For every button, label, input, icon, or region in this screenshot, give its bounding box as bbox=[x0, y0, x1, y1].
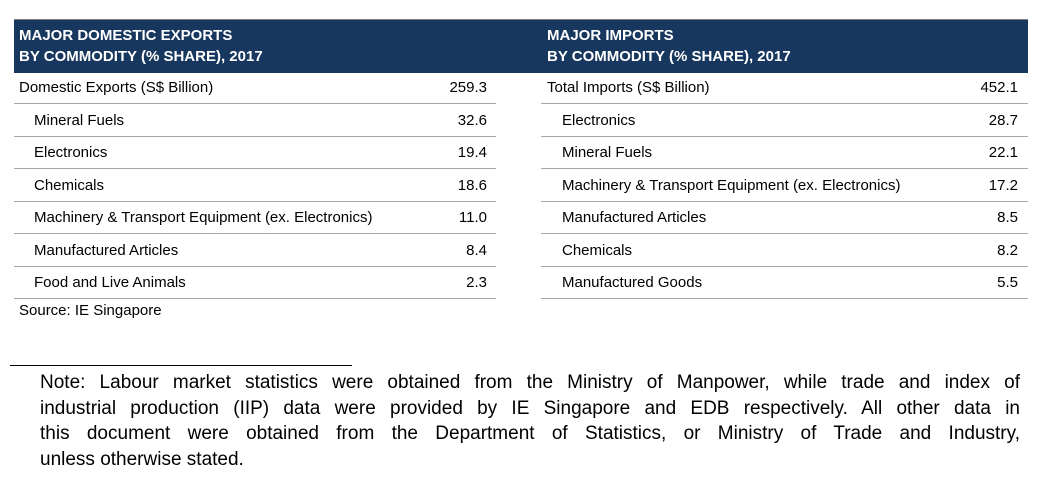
row-value: 28.7 bbox=[988, 111, 1018, 129]
row-label: Chemicals bbox=[34, 176, 105, 194]
row-label: Manufactured Articles bbox=[34, 241, 179, 259]
row-divider bbox=[14, 233, 496, 234]
total-value: 259.3 bbox=[449, 79, 487, 96]
footnote-rule bbox=[10, 365, 352, 366]
source: Source: IE Singapore bbox=[19, 302, 162, 319]
row-value: 11.0 bbox=[458, 209, 487, 226]
table-title: MAJOR DOMESTIC EXPORTS bbox=[19, 27, 233, 44]
table-title: MAJOR IMPORTS bbox=[547, 27, 674, 44]
row-divider bbox=[14, 168, 496, 169]
note-line: Note: Labour market statistics were obta… bbox=[40, 372, 1020, 393]
note-line: industrial production (IIP) data were pr… bbox=[40, 397, 1020, 419]
row-label: Electronics bbox=[34, 144, 108, 161]
row-divider bbox=[14, 135, 496, 137]
row-label: Manufactured Articles bbox=[562, 209, 707, 226]
row-divider bbox=[14, 298, 496, 299]
note-line: unless otherwise stated. bbox=[40, 448, 244, 470]
row-divider bbox=[541, 265, 1028, 267]
row-value: 2.3 bbox=[466, 274, 487, 291]
table-title: BY COMMODITY (% SHARE), 2017 bbox=[547, 48, 791, 65]
row-divider bbox=[541, 135, 1028, 137]
row-value: 18.6 bbox=[457, 176, 487, 194]
note-line: this document were obtained from the Dep… bbox=[40, 423, 1020, 444]
header-band bbox=[14, 19, 1028, 73]
total-value: 452.1 bbox=[980, 79, 1018, 96]
row-label: Manufactured Goods bbox=[562, 274, 703, 291]
row-divider bbox=[541, 168, 1028, 169]
row-divider bbox=[14, 200, 496, 202]
row-label: Chemicals bbox=[562, 241, 633, 259]
row-label: Food and Live Animals bbox=[34, 274, 186, 291]
row-label: Electronics bbox=[562, 111, 636, 129]
row-value: 8.4 bbox=[466, 241, 487, 259]
row-label: Machinery & Transport Equipment (ex. Ele… bbox=[562, 176, 901, 194]
row-label: Mineral Fuels bbox=[562, 144, 653, 161]
row-divider bbox=[541, 233, 1028, 234]
row-value: 8.5 bbox=[997, 209, 1018, 226]
row-divider bbox=[541, 200, 1028, 202]
row-value: 32.6 bbox=[457, 111, 487, 129]
row-value: 5.5 bbox=[997, 274, 1018, 291]
row-value: 22.1 bbox=[988, 144, 1018, 161]
table-title: BY COMMODITY (% SHARE), 2017 bbox=[19, 48, 263, 65]
total-label: Domestic Exports (S$ Billion) bbox=[19, 79, 214, 96]
row-label: Machinery & Transport Equipment (ex. Ele… bbox=[34, 209, 373, 226]
row-divider bbox=[541, 103, 1028, 104]
row-label: Mineral Fuels bbox=[34, 111, 125, 129]
row-divider bbox=[14, 265, 496, 267]
row-value: 19.4 bbox=[457, 144, 487, 161]
row-divider bbox=[14, 103, 496, 104]
row-value: 8.2 bbox=[997, 241, 1018, 259]
row-divider bbox=[541, 298, 1028, 299]
total-label: Total Imports (S$ Billion) bbox=[547, 79, 710, 96]
row-value: 17.2 bbox=[988, 176, 1018, 194]
